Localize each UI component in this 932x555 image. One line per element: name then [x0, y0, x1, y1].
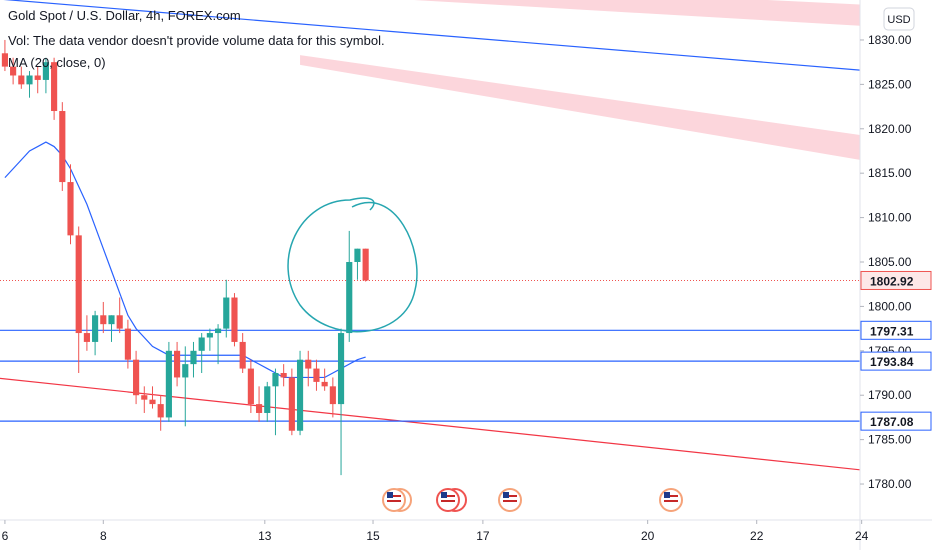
- price-badge: [860, 351, 932, 371]
- y-tick-label: 1790.00: [868, 388, 912, 402]
- candle-body: [198, 337, 205, 351]
- candle-body: [288, 377, 295, 431]
- y-tick-label: 1830.00: [868, 33, 912, 47]
- candle-body: [18, 75, 25, 85]
- x-tick-label: 20: [641, 529, 655, 543]
- candle-body: [67, 182, 74, 236]
- candle-body: [296, 359, 304, 431]
- candle-body: [354, 248, 361, 262]
- x-tick-label: 6: [2, 529, 9, 543]
- y-tick-label: 1800.00: [868, 299, 912, 313]
- price-badge: [860, 411, 932, 431]
- candle-body: [34, 75, 41, 80]
- candle-body: [83, 333, 90, 342]
- candle-body: [215, 328, 222, 334]
- x-tick-label: 22: [750, 529, 764, 543]
- candle-body: [280, 373, 287, 378]
- price-badge-label: 1787.08: [870, 415, 914, 429]
- candle-body: [108, 315, 115, 325]
- indicator-legend: MA (20, close, 0): [8, 55, 106, 70]
- candle-body: [51, 62, 58, 112]
- y-tick-label: 1780.00: [868, 477, 912, 491]
- y-tick-label: 1805.00: [868, 255, 912, 269]
- price-badge: [860, 270, 932, 290]
- candle-body: [182, 364, 189, 378]
- subtitle: Vol: The data vendor doesn't provide vol…: [8, 33, 385, 48]
- candle-body: [165, 350, 172, 418]
- candle-body: [149, 399, 156, 405]
- y-tick-label: 1825.00: [868, 77, 912, 91]
- candle-body: [42, 62, 49, 80]
- candle-body: [362, 248, 369, 281]
- trend-line: [0, 377, 860, 471]
- candle-body: [239, 341, 246, 369]
- candle-body: [1, 53, 8, 67]
- candle-body: [100, 315, 107, 325]
- price-badge-label: 1797.31: [870, 324, 914, 338]
- candle-body: [255, 404, 263, 413]
- axes: 1780.001785.001790.001795.001800.001805.…: [2, 33, 932, 543]
- candle-body: [59, 111, 66, 183]
- x-tick-label: 15: [366, 529, 380, 543]
- candle-body: [337, 333, 345, 405]
- pattern-band: [300, 55, 860, 160]
- x-tick-label: 13: [258, 529, 272, 543]
- candle-body: [272, 373, 279, 387]
- circle-annotation: [287, 197, 418, 333]
- candle-body: [174, 350, 181, 378]
- candle-body: [116, 315, 123, 329]
- x-tick-label: 17: [476, 529, 490, 543]
- y-tick-label: 1810.00: [868, 211, 912, 225]
- candle-body: [264, 386, 271, 413]
- x-tick-label: 8: [100, 529, 107, 543]
- trend-line: [3, 0, 860, 71]
- candle-body: [321, 381, 328, 387]
- candle-body: [124, 328, 131, 360]
- price-badge: [860, 320, 932, 340]
- candle-body: [247, 368, 254, 405]
- candle-body: [75, 235, 82, 334]
- candle-body: [223, 297, 230, 329]
- candle-body: [26, 75, 33, 85]
- candle-body: [305, 359, 312, 369]
- y-tick-label: 1815.00: [868, 166, 912, 180]
- price-badge-label: 1802.92: [870, 274, 914, 288]
- candle-body: [157, 404, 164, 418]
- candle-body: [231, 297, 238, 342]
- x-tick-label: 24: [855, 529, 869, 543]
- currency[interactable]: USD: [887, 14, 910, 26]
- price-badge-label: 1793.84: [870, 355, 914, 369]
- chart-title: Gold Spot / U.S. Dollar, 4h, FOREX.com: [8, 8, 241, 23]
- y-tick-label: 1785.00: [868, 433, 912, 447]
- candle-body: [190, 350, 197, 365]
- candle-body: [10, 66, 17, 76]
- candle-body: [133, 359, 140, 396]
- pattern-band: [413, 0, 860, 26]
- candle-body: [141, 395, 148, 400]
- candle-body: [92, 315, 99, 342]
- candle-body: [329, 386, 336, 405]
- candle-body: [206, 333, 213, 338]
- event-icons: [382, 488, 683, 512]
- currency-box[interactable]: [883, 7, 915, 31]
- y-tick-label: 1820.00: [868, 122, 912, 136]
- candle-body: [346, 261, 353, 334]
- plot-area: [0, 0, 860, 476]
- candle-body: [313, 368, 320, 382]
